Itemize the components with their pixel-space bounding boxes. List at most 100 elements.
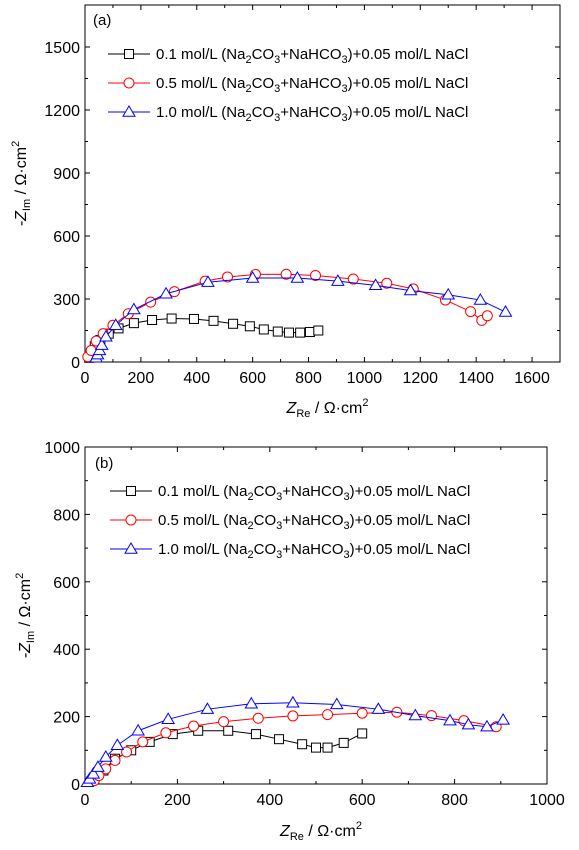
data-point: [347, 273, 359, 285]
x-tick-label: 0: [81, 370, 90, 387]
data-point: [297, 739, 308, 750]
data-point: [283, 327, 294, 338]
data-point: [98, 750, 113, 762]
legend-label-1: 0.1 mol/L (Na2CO3+NaHCO3)+0.05 mol/L NaC…: [156, 46, 468, 66]
y-tick-label: 0: [71, 777, 80, 794]
x-axis-title: ZRe / Ω·cm2: [286, 397, 369, 420]
data-point: [356, 707, 368, 719]
panel-label: (b): [95, 455, 113, 472]
x-tick-label: 200: [128, 370, 155, 387]
legend-label-3: 1.0 mol/L (Na2CO3+NaHCO3)+0.05 mol/L NaC…: [156, 104, 468, 124]
data-point: [311, 742, 321, 753]
data-point: [223, 725, 234, 736]
legend-label-2: 0.5 mol/L (Na2CO3+NaHCO3)+0.05 mol/L NaC…: [158, 512, 470, 532]
data-point: [94, 338, 109, 350]
legend-marker-2: [125, 514, 137, 526]
data-point: [250, 729, 261, 740]
data-point: [329, 697, 344, 710]
data-point: [228, 318, 239, 329]
data-point: [110, 738, 125, 750]
data-point: [465, 306, 477, 318]
y-tick-label: 600: [53, 575, 80, 592]
y-tick-label: 1000: [44, 440, 80, 457]
y-tick-label: 1200: [44, 103, 80, 120]
data-point: [357, 728, 368, 739]
data-point: [290, 271, 305, 283]
data-point: [159, 286, 173, 299]
data-point: [286, 695, 300, 708]
data-point: [280, 268, 292, 280]
data-point: [295, 327, 306, 338]
legend-marker-1: [124, 49, 134, 59]
data-point: [287, 710, 299, 722]
x-tick-label: 1400: [458, 370, 494, 387]
x-tick-label: 800: [441, 792, 468, 809]
data-point: [91, 760, 105, 772]
panel-label: (a): [93, 12, 111, 29]
x-tick-label: 400: [183, 370, 210, 387]
data-point: [244, 321, 255, 332]
data-point: [252, 712, 264, 724]
panel-a: 0 200 400 600 800 1000 1200 1400 1600 0 300 600 900 1…: [10, 4, 561, 420]
data-point: [160, 727, 172, 739]
data-point: [371, 702, 386, 714]
data-point: [368, 278, 383, 291]
y-tick-label: 1500: [44, 40, 80, 57]
data-point: [200, 702, 215, 714]
y-axis-title: -ZIm / Ω·cm2: [14, 573, 37, 658]
data-point: [166, 313, 177, 324]
data-point: [426, 710, 437, 722]
data-point: [330, 274, 345, 286]
data-point: [131, 723, 146, 736]
data-point: [274, 734, 285, 745]
data-point: [443, 713, 457, 726]
data-point: [258, 324, 269, 335]
data-point: [480, 719, 494, 732]
data-point: [188, 313, 199, 324]
data-point: [188, 720, 200, 732]
y-tick-label: 400: [53, 642, 80, 659]
data-point: [244, 696, 259, 709]
data-point: [310, 269, 322, 281]
data-point: [408, 708, 423, 721]
data-point: [86, 766, 101, 779]
panel-b: 0 200 400 600 800 1000 0 200 400 600 800 1000 (b) 0.1…: [14, 440, 565, 843]
legend-marker-3: [122, 105, 136, 117]
data-point: [304, 326, 315, 337]
data-point: [145, 296, 157, 308]
y-tick-label: 900: [53, 166, 80, 183]
data-point: [147, 315, 158, 325]
data-point: [473, 293, 488, 305]
data-point: [381, 277, 393, 289]
legend-label-3: 1.0 mol/L (Na2CO3+NaHCO3)+0.05 mol/L NaC…: [158, 541, 470, 561]
y-tick-label: 0: [71, 355, 80, 372]
series-line-3: [95, 277, 506, 359]
legend-label-1: 0.1 mol/L (Na2CO3+NaHCO3)+0.05 mol/L NaC…: [158, 483, 470, 503]
y-tick-label: 600: [53, 229, 80, 246]
x-tick-label: 600: [239, 370, 266, 387]
data-point: [218, 716, 230, 728]
legend-marker-3: [124, 542, 138, 554]
data-point: [128, 318, 139, 329]
data-point: [461, 717, 476, 730]
data-point: [245, 271, 260, 283]
x-tick-label: 1600: [514, 370, 550, 387]
data-point: [481, 310, 493, 322]
x-tick-label: 1000: [347, 370, 383, 387]
data-point: [322, 742, 333, 753]
data-point: [121, 746, 133, 758]
x-tick-label: 1200: [402, 370, 438, 387]
x-tick-label: 0: [81, 792, 90, 809]
y-axis-title: -ZIm / Ω·cm2: [10, 141, 33, 226]
data-point: [403, 283, 418, 296]
data-point: [127, 302, 141, 315]
y-tick-label: 300: [53, 292, 80, 309]
x-tick-label: 200: [164, 792, 191, 809]
x-tick-label: 600: [349, 792, 376, 809]
x-tick-label: 1000: [529, 792, 565, 809]
x-tick-label: 800: [295, 370, 322, 387]
data-point: [441, 287, 456, 300]
data-point: [161, 712, 176, 724]
legend-marker-1: [126, 486, 136, 496]
